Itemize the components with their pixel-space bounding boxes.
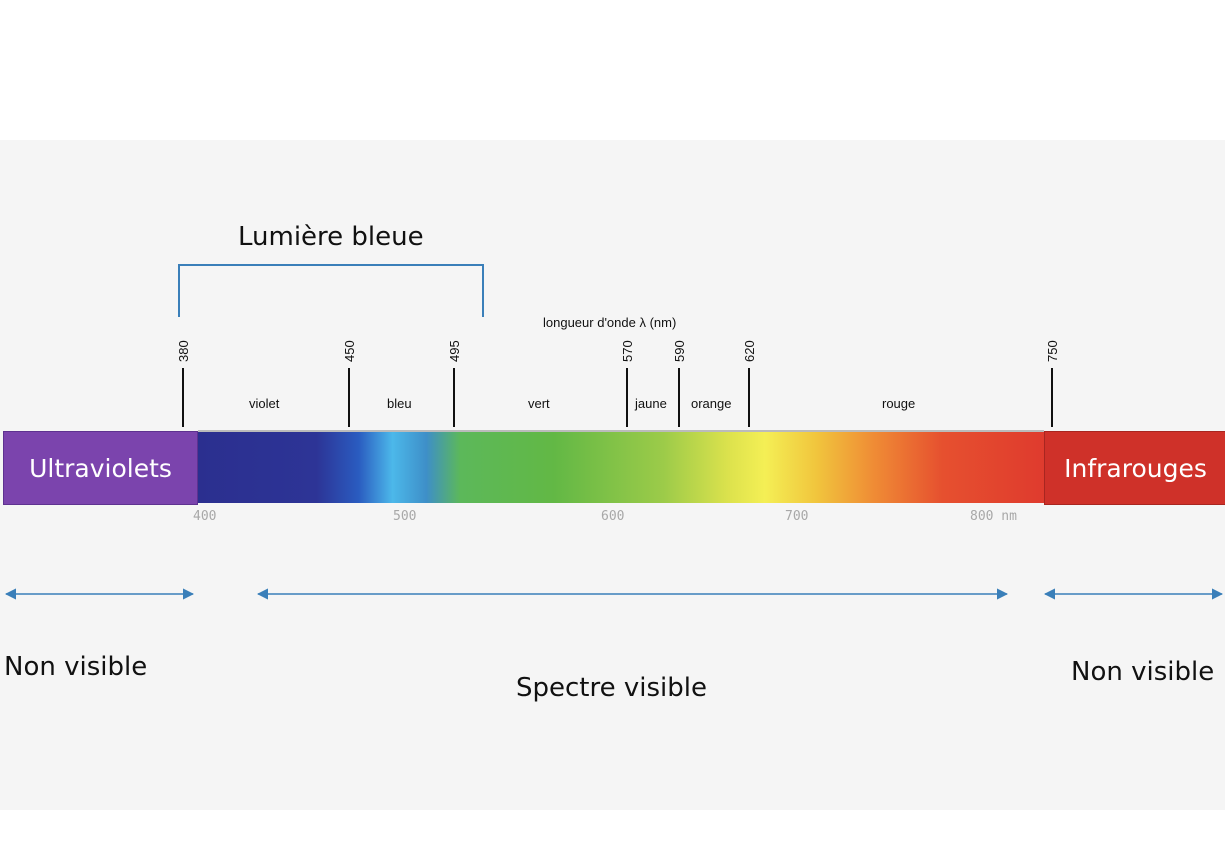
band-label-vert: vert (528, 396, 550, 411)
band-label-bleu: bleu (387, 396, 412, 411)
boundary-label-750: 750 (1045, 340, 1060, 362)
boundary-tick-570 (626, 368, 628, 427)
scale-label-500: 500 (393, 509, 417, 524)
boundary-label-495: 495 (447, 340, 462, 362)
ultraviolet-label: Ultraviolets (29, 453, 172, 483)
scale-label-700: 700 (785, 509, 809, 524)
boundary-label-620: 620 (742, 340, 757, 362)
boundary-label-450: 450 (342, 340, 357, 362)
boundary-tick-620 (748, 368, 750, 427)
boundary-label-570: 570 (620, 340, 635, 362)
scale-label-400: 400 (193, 509, 217, 524)
blue-light-bracket (178, 264, 484, 317)
boundary-tick-495 (453, 368, 455, 427)
blue-light-title: Lumière bleue (238, 222, 424, 252)
scale-label-600: 600 (601, 509, 625, 524)
boundary-tick-590 (678, 368, 680, 427)
infrared-label: Infrarouges (1064, 453, 1207, 483)
boundary-tick-450 (348, 368, 350, 427)
center-caption: Spectre visible (516, 673, 707, 703)
boundary-tick-750 (1051, 368, 1053, 427)
band-label-jaune: jaune (635, 396, 667, 411)
boundary-tick-380 (182, 368, 184, 427)
left-caption: Non visible (4, 652, 148, 682)
infrared-region: Infrarouges (1044, 431, 1225, 505)
boundary-label-380: 380 (176, 340, 191, 362)
spectrum-top-edge (198, 430, 1044, 432)
visible-spectrum-gradient (198, 430, 1044, 503)
range-arrows (4, 588, 1224, 600)
wavelength-axis-label: longueur d'onde λ (nm) (543, 315, 677, 330)
boundary-label-590: 590 (672, 340, 687, 362)
band-label-violet: violet (249, 396, 280, 411)
band-label-rouge: rouge (882, 396, 916, 411)
ultraviolet-region: Ultraviolets (3, 431, 198, 505)
scale-label-800: 800 nm (970, 509, 1017, 524)
right-caption: Non visible (1071, 657, 1215, 687)
band-label-orange: orange (691, 396, 732, 411)
